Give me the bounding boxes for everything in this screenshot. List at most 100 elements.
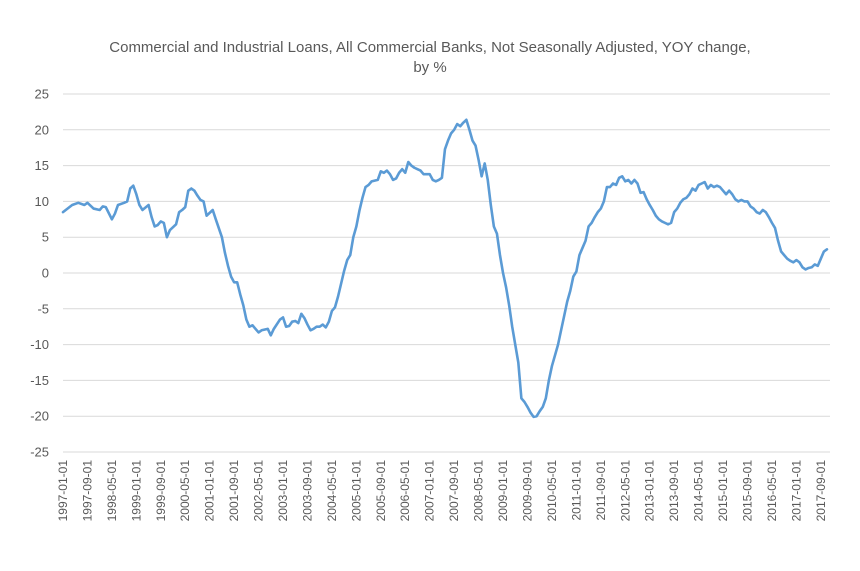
data-point: [545, 397, 547, 399]
y-tick-label: 0: [42, 266, 49, 281]
data-point: [147, 204, 150, 206]
data-point: [685, 197, 687, 199]
x-tick-label: 2008-05-01: [472, 460, 486, 522]
data-point: [270, 334, 272, 336]
y-tick-label: 5: [42, 230, 49, 245]
x-tick-label: 2001-09-01: [227, 460, 241, 522]
series-layer: [61, 118, 829, 419]
y-tick-label: -15: [30, 373, 49, 388]
data-point: [135, 193, 137, 195]
y-tick-label: 10: [35, 194, 49, 209]
x-tick-label: 2007-01-01: [423, 460, 437, 522]
data-point: [801, 266, 804, 268]
data-point: [646, 198, 648, 200]
x-tick-label: 2015-01-01: [716, 460, 730, 522]
data-point: [117, 204, 119, 206]
data-point: [526, 406, 529, 408]
data-point: [297, 322, 299, 324]
data-point: [77, 202, 79, 204]
data-point: [279, 318, 281, 321]
data-point: [811, 266, 813, 268]
series-line: [61, 118, 829, 419]
x-tick-label: 2017-09-01: [814, 460, 828, 522]
data-point: [413, 167, 416, 169]
data-point: [358, 210, 361, 212]
x-tick-label: 1998-05-01: [105, 460, 119, 522]
data-point: [762, 209, 764, 211]
data-point: [392, 179, 394, 181]
data-point: [349, 254, 351, 256]
data-point: [242, 304, 244, 306]
data-point: [771, 222, 773, 224]
data-point: [817, 265, 819, 267]
data-point: [367, 184, 370, 186]
data-point: [630, 182, 632, 185]
data-point: [291, 321, 293, 323]
data-point: [731, 193, 733, 195]
data-point: [169, 229, 171, 231]
data-point: [554, 354, 556, 356]
data-point: [401, 168, 403, 170]
data-point: [175, 223, 177, 225]
data-point: [603, 200, 605, 202]
data-point: [346, 259, 348, 261]
data-point: [285, 326, 287, 328]
data-point: [383, 172, 385, 174]
data-point: [453, 129, 455, 131]
data-point: [404, 172, 406, 174]
data-point: [661, 220, 663, 223]
data-point: [190, 187, 192, 190]
x-tick-label: 2013-09-01: [667, 460, 681, 522]
data-point: [245, 318, 247, 321]
data-point: [633, 179, 636, 181]
data-point: [132, 185, 134, 187]
data-point: [704, 181, 706, 183]
data-point: [484, 162, 486, 165]
data-point: [111, 218, 113, 220]
data-point: [340, 283, 342, 285]
data-point: [707, 187, 709, 190]
y-tick-label: -25: [30, 445, 49, 460]
data-point: [334, 306, 336, 308]
data-point: [193, 190, 195, 192]
data-point: [560, 329, 562, 331]
data-point: [419, 170, 422, 172]
data-point: [716, 185, 718, 187]
data-point: [316, 326, 318, 328]
data-point: [728, 190, 730, 192]
data-point: [517, 361, 519, 364]
y-tick-label: 20: [35, 122, 49, 137]
data-point: [303, 317, 306, 319]
data-point: [224, 252, 226, 254]
data-point: [572, 275, 574, 278]
data-point: [92, 207, 95, 210]
data-point: [236, 281, 238, 283]
data-point: [499, 254, 501, 256]
data-point: [655, 215, 657, 217]
data-point: [355, 225, 357, 228]
data-point: [288, 325, 290, 327]
data-point: [737, 200, 739, 202]
data-point: [496, 233, 498, 235]
data-point: [312, 328, 315, 330]
data-point: [221, 236, 223, 238]
data-point: [407, 161, 409, 163]
data-point: [719, 186, 721, 188]
data-point: [126, 200, 128, 202]
data-point: [215, 218, 217, 220]
data-point: [682, 198, 684, 200]
data-point: [725, 193, 727, 195]
data-point: [377, 179, 379, 181]
data-point: [398, 172, 400, 174]
data-point: [578, 254, 581, 256]
data-point: [532, 416, 535, 418]
data-point: [233, 281, 235, 283]
data-point: [371, 180, 373, 182]
x-tick-label: 2003-09-01: [300, 460, 314, 522]
data-point: [798, 261, 801, 263]
data-point: [364, 186, 367, 188]
x-tick-label: 2007-09-01: [447, 460, 461, 522]
data-point: [594, 216, 596, 218]
data-point: [202, 200, 205, 202]
